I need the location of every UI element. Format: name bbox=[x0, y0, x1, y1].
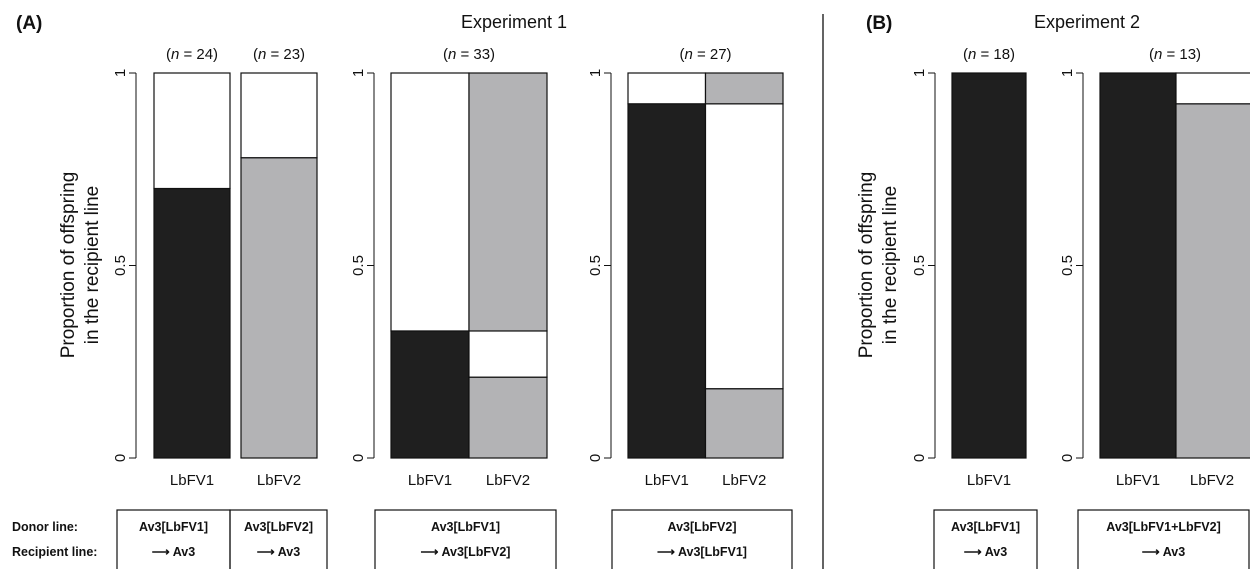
bar-segment-none bbox=[468, 330, 548, 378]
line-box: Av3[LbFV1] ⟶ Av3[LbFV2] bbox=[374, 509, 557, 569]
y-tick-label: 0 bbox=[112, 454, 129, 462]
y-tick-label: 0 bbox=[911, 454, 928, 462]
bar-segment-lbfv1 bbox=[951, 72, 1027, 459]
donor-line-value: Av3[LbFV2] bbox=[668, 520, 737, 534]
subplot-2: (n = 23) LbFV2 Av3[LbFV2] ⟶ Av3 bbox=[229, 46, 328, 569]
bar-segment-lbfv2 bbox=[704, 388, 784, 459]
subplot-6: 00.51(n = 13)LbFV1 LbFV2Av3[LbFV1+LbFV2]⟶… bbox=[1059, 46, 1250, 569]
y-axis-title-a: Proportion of offspring in the recipient… bbox=[58, 172, 103, 359]
bar-segment-lbfv2 bbox=[704, 72, 784, 105]
bar-segment-lbfv1 bbox=[1099, 72, 1177, 459]
y-tick-label: 1 bbox=[911, 69, 928, 77]
donor-line-value: Av3[LbFV1] bbox=[139, 520, 208, 534]
bar-segment-lbfv1 bbox=[390, 330, 470, 459]
donor-line-value: Av3[LbFV1+LbFV2] bbox=[1106, 520, 1220, 534]
line-box: Av3[LbFV1] ⟶ Av3 bbox=[933, 509, 1038, 569]
bar-segment-none bbox=[240, 72, 318, 159]
sample-size-label: (n = 13) bbox=[1149, 46, 1201, 63]
y-tick-label: 0 bbox=[350, 454, 367, 462]
bar-segment-lbfv1 bbox=[153, 187, 231, 459]
recipient-line-value: ⟶ Av3 bbox=[257, 545, 300, 559]
donor-line-value: Av3[LbFV1] bbox=[951, 520, 1020, 534]
sample-size-label: (n = 33) bbox=[443, 46, 495, 63]
bar-segment-lbfv2 bbox=[240, 157, 318, 459]
bar-segment-none bbox=[1175, 72, 1250, 105]
y-tick-label: 0.5 bbox=[350, 255, 367, 276]
y-tick-label: 1 bbox=[1059, 69, 1076, 77]
panel-b-label: (B) bbox=[866, 13, 892, 34]
panel-b-title: Experiment 2 bbox=[1034, 12, 1140, 32]
x-tick-label: LbFV1 bbox=[408, 472, 452, 489]
recipient-line-label: Recipient line: bbox=[12, 545, 97, 559]
sample-size-label: (n = 23) bbox=[253, 46, 305, 63]
x-tick-label: LbFV2 bbox=[257, 472, 301, 489]
recipient-line-value: ⟶ Av3[LbFV2] bbox=[421, 545, 511, 559]
recipient-line-value: ⟶ Av3 bbox=[152, 545, 195, 559]
donor-line-value: Av3[LbFV1] bbox=[431, 520, 500, 534]
y-axis: 00.51 bbox=[587, 69, 612, 462]
line-box-frame bbox=[116, 509, 231, 569]
x-tick-label: LbFV2 bbox=[486, 472, 530, 489]
y-axis-title-line2: in the recipient line bbox=[880, 186, 901, 344]
x-tick-label: LbFV1 bbox=[1116, 472, 1160, 489]
y-tick-label: 1 bbox=[112, 69, 129, 77]
panel-a-title: Experiment 1 bbox=[461, 12, 567, 32]
panel-a-label: (A) bbox=[16, 13, 42, 34]
x-tick-label: LbFV1 bbox=[170, 472, 214, 489]
donor-line-value: Av3[LbFV2] bbox=[244, 520, 313, 534]
bar-segment-lbfv1 bbox=[627, 103, 707, 459]
recipient-line-value: ⟶ Av3 bbox=[964, 545, 1007, 559]
y-axis-title-line1: Proportion of offspring bbox=[58, 172, 79, 359]
y-axis: 00.51 bbox=[350, 69, 375, 462]
bar-segment-lbfv2 bbox=[468, 376, 548, 459]
y-axis-title-b: Proportion of offspring in the recipient… bbox=[856, 172, 901, 359]
x-tick-label: LbFV1 bbox=[967, 472, 1011, 489]
x-tick-label: LbFV1 bbox=[645, 472, 689, 489]
y-tick-label: 0.5 bbox=[587, 255, 604, 276]
bar-segment-none bbox=[153, 72, 231, 190]
y-axis: 00.51 bbox=[911, 69, 936, 462]
y-tick-label: 0.5 bbox=[1059, 255, 1076, 276]
bar-segment-lbfv2 bbox=[468, 72, 548, 332]
y-tick-label: 0 bbox=[1059, 454, 1076, 462]
y-axis-title-line1: Proportion of offspring bbox=[856, 172, 877, 359]
line-box-frame bbox=[611, 509, 793, 569]
y-tick-label: 1 bbox=[350, 69, 367, 77]
line-box-frame bbox=[1077, 509, 1250, 569]
line-box: Av3[LbFV1+LbFV2] ⟶ Av3 bbox=[1077, 509, 1250, 569]
line-box-frame bbox=[933, 509, 1038, 569]
sample-size-label: (n = 18) bbox=[963, 46, 1015, 63]
x-tick-label: LbFV2 bbox=[722, 472, 766, 489]
bar-segment-none bbox=[390, 72, 470, 332]
y-tick-label: 0.5 bbox=[911, 255, 928, 276]
line-box-frame bbox=[229, 509, 328, 569]
line-box-frame bbox=[374, 509, 557, 569]
recipient-line-value: ⟶ Av3 bbox=[1142, 545, 1185, 559]
recipient-line-value: ⟶ Av3[LbFV1] bbox=[657, 545, 747, 559]
bar-segment-none bbox=[704, 103, 784, 390]
line-box: Av3[LbFV2] ⟶ Av3[LbFV1] bbox=[611, 509, 793, 569]
bar-segment-lbfv2 bbox=[1175, 103, 1250, 459]
sample-size-label: (n = 24) bbox=[166, 46, 218, 63]
line-box: Av3[LbFV1] ⟶ Av3 bbox=[116, 509, 231, 569]
y-tick-label: 0.5 bbox=[112, 255, 129, 276]
y-axis-title-line2: in the recipient line bbox=[82, 186, 103, 344]
y-axis: 00.51 bbox=[112, 69, 137, 462]
line-box: Av3[LbFV2] ⟶ Av3 bbox=[229, 509, 328, 569]
sample-size-label: (n = 27) bbox=[679, 46, 731, 63]
y-tick-label: 0 bbox=[587, 454, 604, 462]
y-tick-label: 1 bbox=[587, 69, 604, 77]
x-tick-label: LbFV2 bbox=[1190, 472, 1234, 489]
donor-line-label: Donor line: bbox=[12, 520, 78, 534]
bar-segment-none bbox=[627, 72, 707, 105]
y-axis: 00.51 bbox=[1059, 69, 1084, 462]
